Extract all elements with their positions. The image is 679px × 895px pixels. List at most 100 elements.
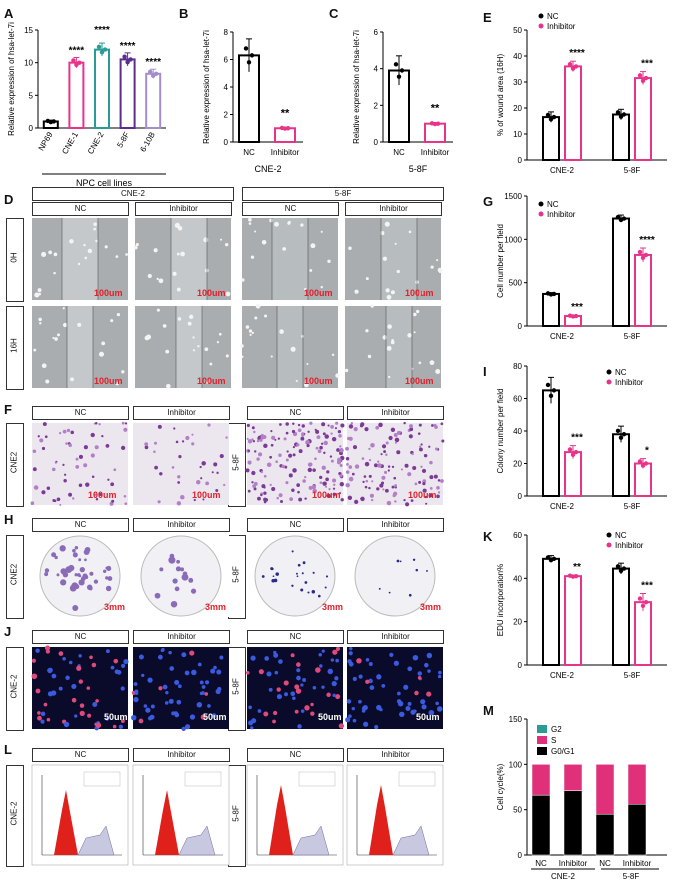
j-nucleus-1-31: [134, 689, 139, 694]
g-legend-label-1: Inhibitor: [547, 210, 576, 219]
j-nucleus-2-51: [258, 669, 264, 675]
f-cell-1-4: [199, 465, 202, 469]
k-bar-0-0-pt-0: [545, 555, 551, 560]
d-header-cne2: CNE-2: [32, 187, 234, 201]
f-cell-3-44: [422, 479, 427, 484]
d-scale-7: 100um: [304, 376, 333, 386]
f-cell-3-21: [361, 457, 365, 460]
d-cell-0-3-7: [396, 269, 400, 274]
j-nucleus-0-36: [79, 710, 85, 716]
j-nucleus-0-2: [105, 649, 110, 654]
f-cell-1-28: [211, 471, 214, 474]
j-nucleus-2-26: [330, 658, 335, 662]
j-nucleus-0-35: [121, 663, 126, 668]
j-nucleus-3-41: [361, 709, 366, 713]
h-colony-0-5: [84, 558, 87, 562]
f-cell-0-29: [62, 463, 65, 466]
j-nucleus-3-54: [374, 725, 379, 730]
j-nucleus-3-46: [417, 675, 422, 680]
f-cell-3-64: [360, 497, 363, 500]
k-xtick-1: 5-8F: [624, 671, 641, 680]
j-nucleus-2-14: [310, 702, 314, 707]
f-cell-3-30: [345, 446, 349, 451]
c-ytick-label-2: 4: [374, 65, 379, 74]
f-cell-1-17: [157, 500, 161, 504]
f-cell-3-106: [411, 452, 414, 456]
f-cell-0-19: [109, 501, 114, 506]
d-cell-0-1-4: [176, 252, 180, 256]
h-colony-0-0: [105, 576, 109, 580]
d-header-58f: 5-8F: [242, 187, 444, 201]
e-legend-marker-0: [538, 13, 544, 19]
h-scale-4: 3mm: [420, 602, 442, 612]
f-cell-3-4: [364, 427, 369, 432]
f-cell-2-93: [325, 477, 329, 482]
l-g1-peak-0: [54, 790, 78, 855]
panel-m: M 0 50 100 150 Cell cycle(%) NC Inhibitor NC Inh…: [475, 695, 679, 890]
f-cell-2-128: [257, 496, 261, 501]
f-cell-2-74: [246, 437, 249, 440]
d-cell-1-0-1: [70, 377, 74, 382]
d-cell-0-3-1: [390, 290, 395, 295]
j-nucleus-3-19: [348, 714, 352, 718]
d-cell-1-0-11: [77, 322, 82, 327]
f-cell-2-67: [263, 474, 267, 478]
e-bar-1-1-pt-1: [640, 78, 646, 84]
m-bar-2-G0-G1: [595, 813, 615, 856]
j-nucleus-0-3: [120, 686, 125, 691]
d-cell-0-0-14: [38, 292, 42, 296]
f-cell-2-24: [323, 440, 328, 446]
f-cell-2-4: [289, 497, 293, 501]
f-cell-0-39: [105, 444, 110, 448]
panel-e: E 0 10 20 30 40 50 % of wound area (16H) **** CN…: [475, 0, 679, 190]
panel-d-label: D: [4, 192, 14, 207]
d-scale-4: 100um: [405, 288, 434, 298]
j-nucleus-1-40: [164, 701, 169, 705]
d-scale-3: 100um: [304, 288, 333, 298]
f-cell-2-130: [301, 424, 305, 428]
f-cell-2-57: [321, 422, 326, 427]
f-cell-2-44: [264, 498, 269, 502]
d-scale-1: 100um: [94, 288, 123, 298]
m-bar-1-S: [563, 764, 583, 791]
f-cell-3-87: [440, 479, 444, 483]
a-xtick-3: 5-8F: [115, 130, 131, 149]
f-cell-3-8: [429, 460, 433, 465]
d-cell-0-1-11: [203, 237, 209, 243]
j-nucleus-0-7: [123, 658, 129, 665]
i-bar-0-1-pt-1: [570, 452, 576, 458]
a-bar-1-pt-2: [77, 60, 82, 65]
c-bar-0-pt-1: [396, 74, 402, 79]
a-xtick-0: NP69: [37, 130, 55, 152]
g-bar-1-0-pt-0: [615, 214, 621, 220]
m-group-0: CNE-2: [551, 872, 576, 881]
f-cell-3-69: [364, 461, 370, 467]
chart-k: 0 20 40 60 EDU incorporation% ** CNE-2 *** 5-8F N…: [496, 531, 667, 680]
j-nucleus-3-28: [435, 701, 439, 706]
f-cell-0-8: [59, 503, 62, 506]
f-cell-3-73: [436, 447, 440, 451]
e-bar-1-1-pt-2: [643, 75, 649, 81]
j-nucleus-0-26: [37, 715, 42, 721]
f-cell-2-92: [314, 457, 317, 461]
f-cell-3-107: [378, 422, 383, 428]
j-nucleus-0-48: [51, 673, 57, 679]
f-cell-2-21: [285, 422, 289, 426]
d-cell-1-1-15: [162, 324, 167, 328]
j-nucleus-1-6: [204, 692, 209, 696]
f-cell-2-65: [307, 467, 313, 473]
f-cell-2-37: [292, 422, 295, 425]
f-cell-2-88: [301, 433, 305, 437]
f-header-nc-1: NC: [32, 406, 129, 420]
f-cell-2-119: [319, 445, 323, 450]
j-nucleus-3-40: [427, 669, 431, 673]
j-nucleus-3-43: [412, 654, 419, 661]
l-header-inh-2: Inhibitor: [347, 748, 444, 762]
a-sig-2: ****: [94, 25, 110, 36]
k-legend-marker-0: [606, 532, 612, 538]
d-cell-1-1-16: [187, 321, 192, 326]
f-cell-2-3: [266, 462, 272, 468]
f-cell-2-32: [315, 429, 320, 434]
d-cell-1-1-11: [156, 308, 160, 312]
f-cell-3-11: [400, 468, 403, 471]
